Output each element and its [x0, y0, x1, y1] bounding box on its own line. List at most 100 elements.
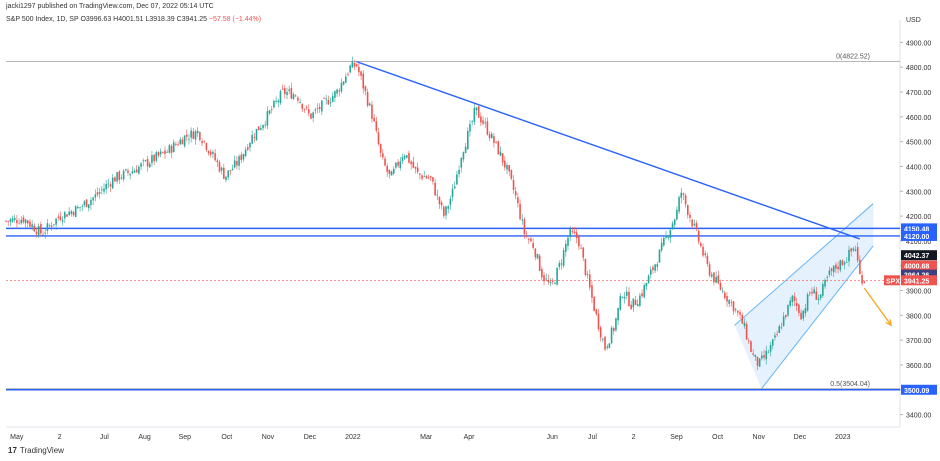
candle-body [562, 250, 565, 266]
candle-body [795, 302, 798, 306]
candle-body [249, 143, 251, 148]
candle-body [31, 224, 33, 228]
candle-body [693, 223, 696, 226]
candle-body [87, 204, 90, 209]
candle-body [623, 296, 626, 299]
candle-body [486, 121, 489, 135]
candle-body [558, 263, 561, 267]
candle-body [116, 172, 118, 182]
candle-body [776, 334, 778, 335]
candle-body [421, 175, 423, 179]
candle-body [815, 291, 818, 300]
candle-body [66, 214, 68, 217]
tradingview-logo-icon: 17 [8, 446, 17, 455]
candle-body [144, 160, 147, 161]
candle-body [399, 161, 402, 168]
legend-open: O3996.63 [80, 16, 112, 23]
candle-body [345, 76, 347, 83]
candle-body [349, 65, 351, 73]
candle-body [466, 131, 469, 150]
candle-body [456, 174, 458, 185]
candle-body [432, 177, 434, 182]
candle-body [303, 108, 306, 110]
candle-body [671, 223, 674, 229]
candle-body [813, 289, 815, 294]
y-tick-label: 4900.00 [906, 40, 931, 47]
x-tick-label: Oct [221, 434, 232, 441]
candle-body [281, 88, 284, 90]
candle-body [153, 154, 155, 162]
candle-body [323, 98, 325, 99]
currency-label: USD [906, 17, 921, 24]
candle-body [216, 160, 219, 163]
candle-body [329, 102, 332, 103]
candle-body [13, 217, 16, 221]
candle-body [451, 188, 454, 197]
candle-body [534, 248, 537, 258]
candle-body [242, 153, 245, 160]
candle-body [377, 132, 380, 145]
candle-body [397, 162, 399, 166]
candle-body [310, 113, 312, 119]
candle-body [118, 171, 121, 180]
legend-symbol: S&P 500 Index, 1D, SP [6, 16, 79, 23]
candle-body [730, 302, 733, 304]
symbol-tag-label: SPX [886, 278, 900, 285]
candle-body [791, 295, 794, 302]
candle-body [695, 223, 698, 230]
candle-body [800, 312, 802, 320]
y-tick-label: 4700.00 [906, 90, 931, 97]
projection-arrow-line [863, 287, 892, 326]
candle-body [194, 131, 197, 140]
x-tick-label: Mar [420, 434, 433, 441]
candle-body [761, 355, 763, 359]
candle-body [155, 152, 158, 161]
candle-body [734, 308, 737, 310]
candle-body [447, 206, 449, 209]
candle-body [288, 89, 290, 91]
candle-body [436, 194, 439, 196]
candle-body [146, 159, 149, 167]
candle-body [578, 236, 580, 247]
candle-body [7, 221, 9, 222]
candle-body [236, 160, 238, 166]
x-tick-label: Nov [753, 434, 766, 441]
candle-body [599, 327, 602, 338]
hline-price-tag [901, 384, 937, 395]
candle-body [185, 134, 188, 137]
channel-lower-line [761, 245, 874, 390]
x-tick-label: 2 [632, 434, 636, 441]
candle-body [538, 255, 541, 271]
candle-body [689, 214, 691, 218]
candle-body [458, 169, 460, 175]
candle-body [77, 207, 79, 209]
candle-body [103, 188, 105, 192]
candle-body [808, 292, 811, 294]
candle-body [314, 109, 317, 111]
candle-body [362, 73, 365, 89]
candle-body [338, 90, 341, 92]
candle-body [85, 199, 88, 208]
x-tick-label: 2022 [345, 434, 361, 441]
price-tag [901, 260, 937, 271]
legend-close: C3941.25 [176, 16, 207, 23]
candle-body [190, 130, 192, 138]
candle-body [410, 161, 412, 165]
candle-body [856, 247, 859, 261]
candle-body [536, 254, 539, 259]
candle-body [606, 346, 609, 348]
candle-body [517, 197, 519, 204]
candle-body [371, 104, 373, 119]
candle-body [109, 184, 112, 187]
candle-body [835, 264, 837, 269]
candle-body [273, 100, 275, 108]
ohlc-legend: S&P 500 Index, 1D, SP O3996.63 H4001.51 … [6, 16, 261, 23]
candle-body [364, 86, 367, 92]
candle-body [595, 309, 598, 315]
candle-body [382, 153, 384, 158]
candle-body [227, 170, 229, 178]
candle-body [673, 219, 676, 225]
candle-body [826, 276, 829, 278]
price-tag [901, 275, 937, 286]
